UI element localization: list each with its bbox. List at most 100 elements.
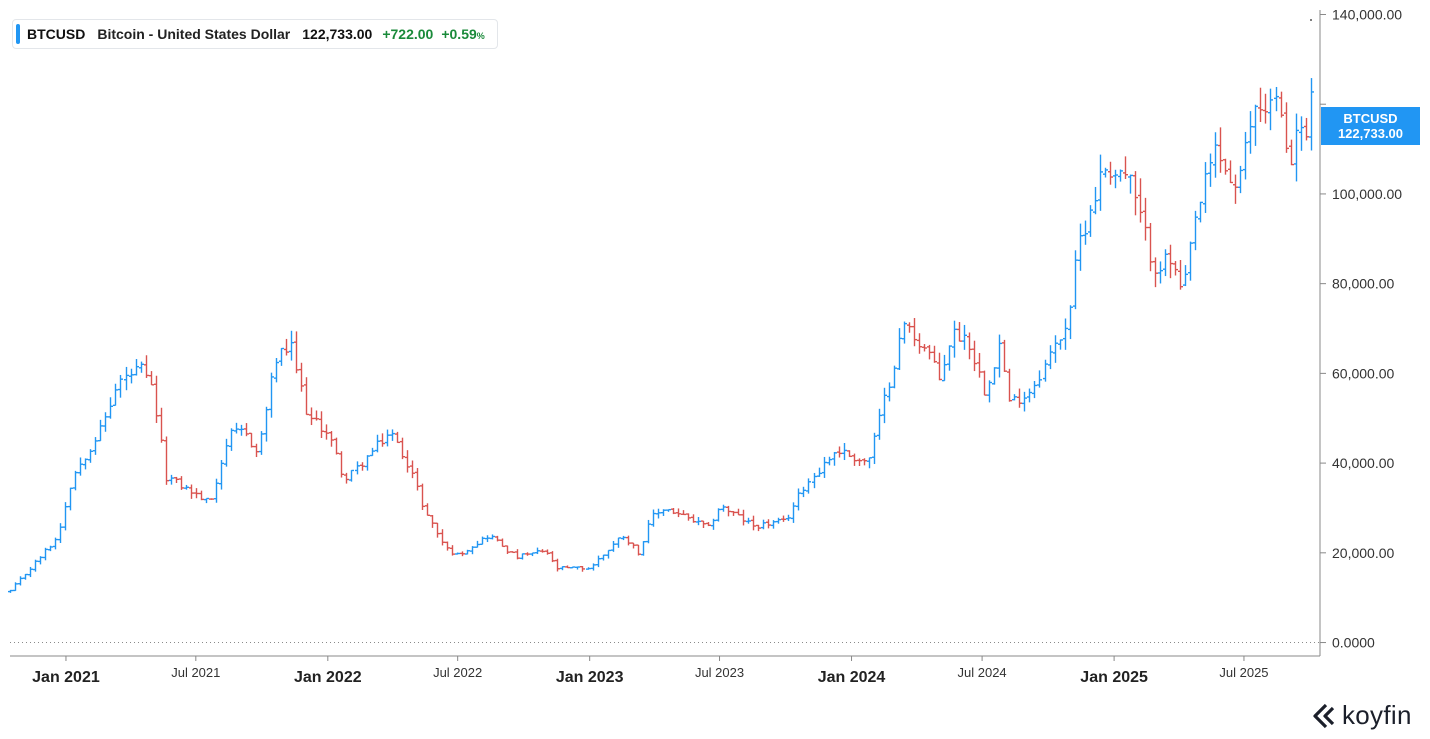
ohlc-bar[interactable]	[550, 551, 555, 563]
ohlc-bar[interactable]	[560, 566, 565, 571]
ohlc-bar[interactable]	[370, 447, 375, 457]
ohlc-bar[interactable]	[701, 520, 706, 528]
ohlc-bar[interactable]	[857, 458, 862, 466]
ohlc-bar[interactable]	[636, 544, 641, 556]
ohlc-bar[interactable]	[118, 374, 123, 398]
ohlc-bar[interactable]	[1163, 249, 1168, 277]
ohlc-bar[interactable]	[952, 320, 957, 358]
ohlc-bar[interactable]	[671, 507, 676, 515]
ohlc-bar[interactable]	[786, 514, 791, 522]
ohlc-bar[interactable]	[179, 476, 184, 490]
ohlc-bar[interactable]	[189, 484, 194, 499]
ohlc-bar[interactable]	[124, 366, 129, 391]
ohlc-bar[interactable]	[872, 432, 877, 465]
ohlc-bar[interactable]	[806, 478, 811, 494]
ohlc-bar[interactable]	[8, 589, 13, 593]
ohlc-bar[interactable]	[304, 377, 309, 416]
ohlc-bar[interactable]	[887, 382, 892, 402]
ohlc-bar[interactable]	[279, 347, 284, 366]
ohlc-bar[interactable]	[53, 537, 58, 550]
ohlc-bar[interactable]	[1078, 223, 1083, 271]
ohlc-bar[interactable]	[58, 523, 63, 543]
ohlc-bar[interactable]	[199, 490, 204, 501]
ohlc-bar[interactable]	[827, 456, 832, 466]
ohlc-bar[interactable]	[1233, 174, 1238, 204]
ohlc-bar[interactable]	[309, 407, 314, 426]
ohlc-bar[interactable]	[1017, 388, 1022, 408]
ohlc-bar[interactable]	[224, 438, 229, 467]
ohlc-bar[interactable]	[656, 508, 661, 519]
ohlc-bar[interactable]	[1063, 318, 1068, 350]
ohlc-bar[interactable]	[98, 419, 103, 442]
ohlc-bar[interactable]	[1002, 339, 1007, 372]
ohlc-bar[interactable]	[480, 536, 485, 546]
ohlc-bar[interactable]	[1093, 186, 1098, 215]
ohlc-bar[interactable]	[751, 515, 756, 531]
ohlc-bar[interactable]	[113, 383, 118, 407]
ohlc-bar[interactable]	[691, 514, 696, 523]
ohlc-bar[interactable]	[586, 567, 591, 570]
ohlc-bar[interactable]	[922, 344, 927, 352]
ohlc-bar[interactable]	[1268, 88, 1273, 131]
ohlc-bar[interactable]	[144, 355, 149, 378]
ohlc-bar[interactable]	[129, 368, 134, 384]
ohlc-bar[interactable]	[575, 566, 580, 570]
ohlc-bar[interactable]	[801, 486, 806, 498]
ohlc-bar[interactable]	[852, 453, 857, 466]
ohlc-bar[interactable]	[289, 330, 294, 361]
ohlc-bar[interactable]	[1098, 154, 1103, 211]
ohlc-bar[interactable]	[967, 332, 972, 360]
ohlc-bar[interactable]	[877, 408, 882, 440]
ohlc-bar[interactable]	[450, 545, 455, 556]
ohlc-bar[interactable]	[892, 365, 897, 389]
ohlc-bar[interactable]	[832, 451, 837, 466]
ohlc-bar[interactable]	[1108, 161, 1113, 185]
ohlc-bar[interactable]	[957, 322, 962, 342]
ohlc-bar[interactable]	[1143, 197, 1148, 241]
ohlc-bar[interactable]	[796, 488, 801, 511]
ohlc-bar[interactable]	[229, 428, 234, 451]
ohlc-bar[interactable]	[88, 449, 93, 463]
ohlc-bar[interactable]	[1304, 117, 1309, 141]
ohlc-bar[interactable]	[139, 361, 144, 373]
ohlc-bar[interactable]	[1218, 127, 1223, 173]
chart-legend[interactable]: BTCUSD Bitcoin - United States Dollar 12…	[12, 19, 498, 49]
ohlc-bar[interactable]	[982, 370, 987, 396]
ohlc-bar[interactable]	[1083, 220, 1088, 245]
ohlc-bar[interactable]	[339, 451, 344, 478]
ohlc-bar[interactable]	[1103, 167, 1108, 178]
ohlc-bar[interactable]	[329, 431, 334, 447]
ohlc-bar[interactable]	[1178, 260, 1183, 290]
ohlc-bar[interactable]	[540, 549, 545, 553]
ohlc-bar[interactable]	[716, 508, 721, 522]
ohlc-bar[interactable]	[194, 488, 199, 499]
ohlc-bar[interactable]	[164, 436, 169, 485]
ohlc-bar[interactable]	[606, 549, 611, 559]
ohlc-bar[interactable]	[445, 541, 450, 551]
ohlc-bar[interactable]	[420, 483, 425, 510]
ohlc-bar[interactable]	[23, 573, 28, 580]
ohlc-bar[interactable]	[1027, 388, 1032, 403]
ohlc-bar[interactable]	[78, 457, 83, 476]
ohlc-bar[interactable]	[159, 407, 164, 443]
ohlc-bar[interactable]	[174, 476, 179, 484]
ohlc-bar[interactable]	[611, 540, 616, 552]
ohlc-bar[interactable]	[756, 524, 761, 532]
ohlc-bar[interactable]	[646, 519, 651, 544]
ohlc-bar[interactable]	[1073, 250, 1078, 310]
ohlc-bar[interactable]	[626, 535, 631, 546]
ohlc-bar[interactable]	[204, 497, 209, 504]
ohlc-bar[interactable]	[706, 522, 711, 527]
ohlc-bar[interactable]	[651, 509, 656, 527]
ohlc-bar[interactable]	[490, 534, 495, 540]
ohlc-bar[interactable]	[1309, 78, 1314, 151]
ohlc-bar[interactable]	[385, 429, 390, 447]
ohlc-bar[interactable]	[395, 431, 400, 444]
ohlc-bar[interactable]	[1274, 86, 1279, 112]
ohlc-bar[interactable]	[847, 450, 852, 458]
ohlc-bar[interactable]	[1203, 162, 1208, 213]
ohlc-bar[interactable]	[18, 576, 23, 586]
ohlc-bar[interactable]	[1253, 104, 1258, 146]
ohlc-bar[interactable]	[314, 410, 319, 421]
